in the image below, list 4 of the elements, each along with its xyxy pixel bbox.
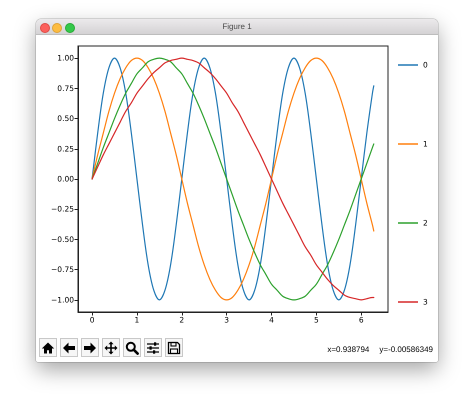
text: y=-0.00586349 [379,345,433,355]
line-series [91,57,374,301]
caption: Figure 1 [222,22,252,32]
text: x=0.938794 [327,345,370,355]
